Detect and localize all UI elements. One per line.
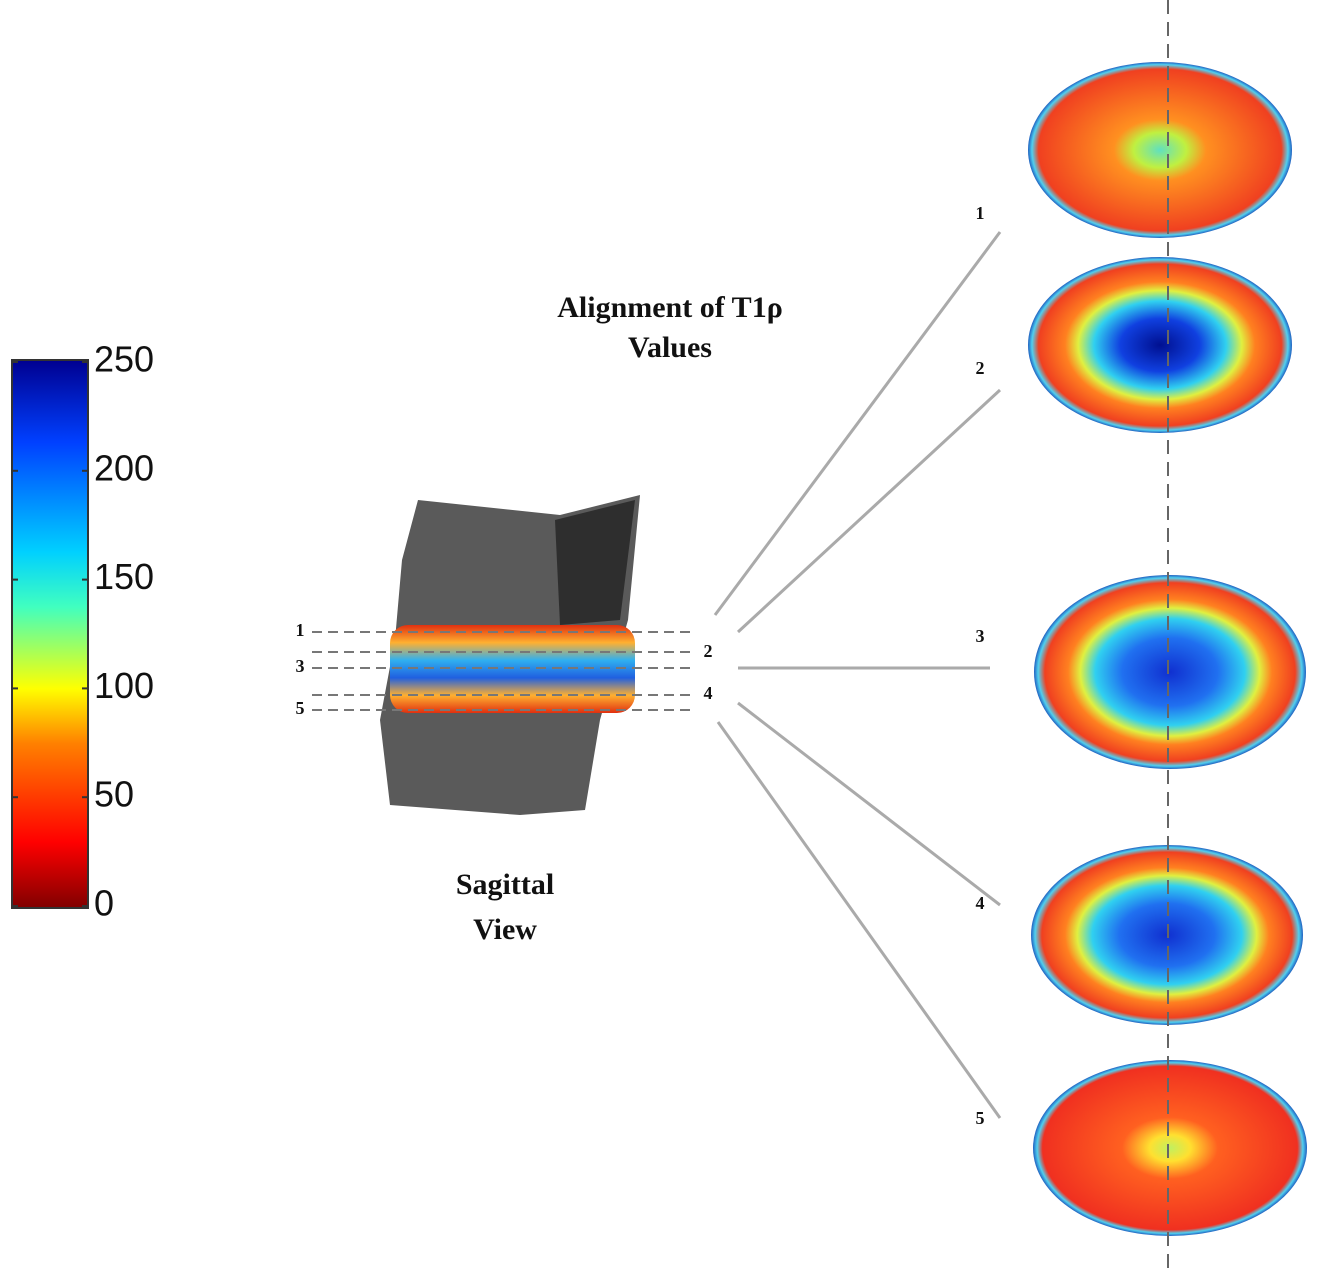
slice-label: 5 — [296, 698, 305, 718]
colorbar-tick-label: 0 — [94, 883, 114, 924]
colorbar — [12, 360, 88, 908]
slice-label: 4 — [704, 683, 713, 703]
colorbar-tick-label: 250 — [94, 339, 154, 380]
axial-slice — [1034, 575, 1306, 769]
colorbar-tick-label: 200 — [94, 447, 154, 488]
slice-label: 2 — [704, 641, 713, 661]
slice-label: 1 — [296, 620, 305, 640]
slice-label: 3 — [296, 656, 305, 676]
colorbar-tick-label: 150 — [94, 556, 154, 597]
connectors — [715, 232, 1000, 1118]
title: Alignment of T1ρ — [557, 291, 783, 324]
colorbar-tick-label: 50 — [94, 774, 134, 815]
axial-label: 1 — [976, 203, 985, 223]
title: Values — [628, 331, 712, 364]
colorbar-tick-label: 100 — [94, 665, 154, 706]
axial-label: 3 — [976, 626, 985, 646]
axial-slice — [1033, 1060, 1307, 1236]
axial-slice — [1028, 62, 1292, 238]
axial-label: 5 — [976, 1108, 985, 1128]
sagittal-label: View — [473, 913, 537, 946]
axial-label: 2 — [976, 358, 985, 378]
axial-label: 4 — [976, 893, 985, 913]
axial-slice — [1028, 257, 1292, 433]
figure: 050100150200250 Alignment of T1ρ Values … — [0, 0, 1322, 1269]
sagittal-label: Sagittal — [456, 868, 554, 901]
